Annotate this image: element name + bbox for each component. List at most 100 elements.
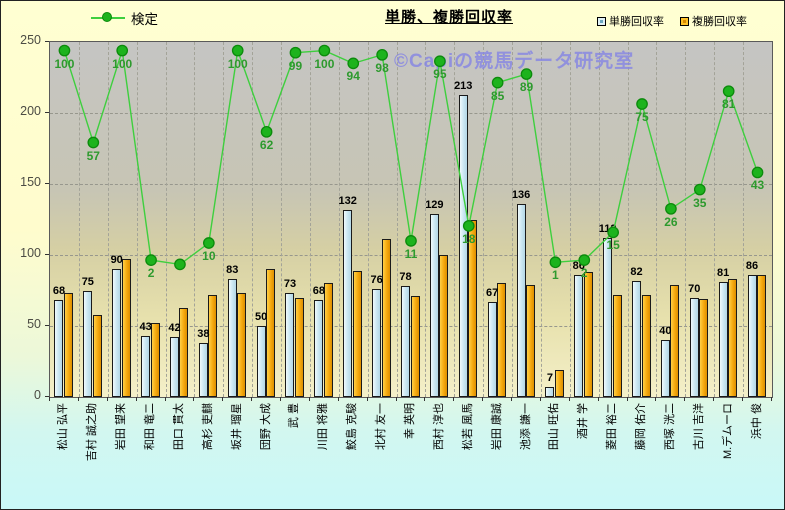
x-gridline (425, 42, 427, 397)
x-axis-tick (395, 397, 397, 401)
tansho-value-label: 42 (168, 322, 181, 335)
legend-fukusho-label: 複勝回収率 (692, 16, 747, 28)
legend-bars: 単勝回収率 複勝回収率 (597, 13, 763, 29)
kentei-point-marker (665, 202, 677, 215)
y-axis-tick (45, 396, 49, 397)
kentei-point-marker (289, 46, 302, 59)
y-gridline (50, 113, 772, 114)
tansho-value-label: 43 (139, 320, 152, 333)
x-axis-label: 池添 謙一 (519, 403, 532, 451)
fukusho-bar (381, 239, 391, 397)
x-axis-label: 浜中 俊 (750, 403, 763, 440)
legend-fukusho: 複勝回収率 (680, 13, 747, 29)
tansho-value-label: 82 (630, 265, 643, 278)
y-axis-tick-label: 200 (20, 104, 41, 118)
tansho-bar (285, 293, 295, 397)
x-axis-label: 川田 将雅 (317, 403, 330, 451)
kentei-value-label: 75 (635, 110, 649, 125)
tansho-value-label: 86 (745, 259, 759, 272)
kentei-point-marker (636, 98, 648, 110)
kentei-point-marker (260, 125, 273, 138)
x-axis-label: 和田 竜二 (144, 403, 157, 451)
kentei-point-marker (491, 76, 504, 89)
fukusho-bar (266, 269, 276, 397)
kentei-value-label: 100 (314, 56, 335, 71)
x-gridline (78, 42, 80, 397)
x-gridline (338, 42, 340, 397)
tansho-value-label: 83 (226, 264, 239, 277)
x-axis-label: 酒井 学 (577, 403, 590, 440)
fukusho-bar (728, 279, 738, 397)
kentei-value-label: 18 (462, 231, 476, 246)
tansho-value-label: 7 (546, 372, 553, 385)
kentei-value-label: 100 (54, 56, 75, 71)
fukusho-bar (121, 259, 131, 397)
x-axis-label: 古川 吉洋 (692, 403, 705, 451)
tansho-bar (545, 387, 555, 397)
x-gridline (454, 42, 456, 397)
chart-title: 単勝、複勝回収率 (384, 9, 513, 26)
y-axis-tick-label: 100 (20, 246, 41, 260)
fukusho-bar (208, 294, 218, 397)
kentei-point-marker (376, 48, 388, 61)
kentei-value-label: 11 (404, 246, 418, 261)
x-axis-label: 西塚 洸二 (663, 403, 676, 451)
x-gridline (512, 42, 514, 397)
fukusho-bar (323, 283, 333, 397)
kentei-value-label: 2 (580, 266, 588, 281)
fukusho-bar (612, 294, 622, 397)
x-axis-tick (164, 397, 166, 401)
tansho-bar (141, 335, 151, 397)
kentei-value-label: 89 (519, 80, 534, 95)
tansho-value-label: 81 (717, 266, 730, 279)
tansho-value-label: 213 (454, 79, 473, 92)
x-gridline (223, 42, 225, 397)
tansho-bar (401, 286, 410, 397)
x-gridline (367, 42, 369, 397)
fukusho-bar (179, 307, 189, 397)
tansho-bar (747, 274, 757, 397)
x-axis-label: 吉村 誠之助 (86, 403, 99, 462)
fukusho-bar (468, 219, 478, 397)
fukusho-bar (526, 284, 536, 397)
x-axis-tick (135, 397, 137, 401)
x-axis-label: 武 豊 (288, 403, 301, 429)
x-gridline (483, 42, 485, 397)
y-axis-tick-label: 0 (34, 388, 41, 402)
kentei-value-label: 85 (490, 88, 505, 103)
kentei-point-marker (231, 44, 244, 57)
tansho-value-label: 76 (370, 274, 383, 287)
x-axis-tick (77, 397, 79, 401)
x-gridline (107, 42, 109, 397)
fukusho-bar (439, 255, 449, 397)
x-axis-label: 団野 大成 (259, 403, 272, 451)
x-gridline (569, 42, 571, 397)
tansho-bar (516, 203, 526, 397)
tansho-bar (198, 343, 208, 397)
tansho-value-label: 78 (399, 271, 412, 284)
kentei-point-marker (87, 136, 100, 149)
x-gridline (396, 42, 398, 397)
x-axis-label: 田山 旺佑 (548, 403, 561, 451)
tansho-value-label: 73 (283, 278, 297, 291)
kentei-point-marker (405, 235, 417, 247)
y-axis-tick (45, 325, 49, 326)
y-axis-tick (45, 41, 49, 42)
x-gridline (685, 42, 687, 397)
kentei-point-marker (722, 85, 735, 98)
kentei-value-label: 1 (552, 268, 559, 283)
fukusho-bar (583, 272, 593, 397)
kentei-value-label: 62 (259, 137, 274, 152)
kentei-value-label: 10 (202, 249, 216, 264)
tansho-bar (487, 301, 497, 397)
x-axis-tick (771, 397, 772, 401)
x-axis-tick (366, 397, 368, 401)
tansho-bar (574, 274, 584, 397)
x-axis-tick (251, 397, 253, 401)
x-axis-tick (511, 397, 513, 401)
y-axis-tick-label: 250 (20, 33, 41, 47)
kentei-point-marker (58, 44, 71, 57)
kentei-marker-icon (102, 12, 112, 22)
fukusho-swatch-icon (680, 16, 689, 26)
